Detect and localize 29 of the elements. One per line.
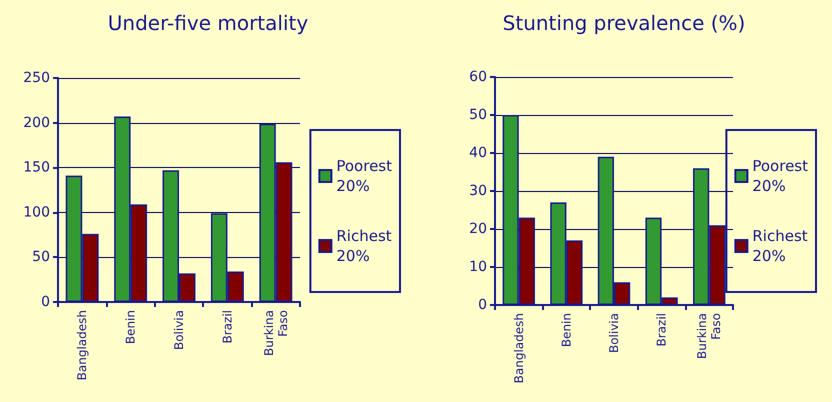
- y-tick-label: 10: [469, 259, 487, 275]
- x-tick-label: Bolivia: [172, 310, 186, 350]
- x-tick-label: Burkina Faso: [262, 310, 290, 356]
- x-tick-label: Burkina Faso: [695, 313, 724, 360]
- y-tick-label: 0: [478, 297, 487, 313]
- chart-title: Stunting prevalence (%): [502, 11, 746, 35]
- y-tick-label: 250: [23, 70, 50, 86]
- x-tick-label: Benin: [124, 310, 138, 344]
- y-tick-label: 20: [469, 221, 487, 237]
- x-tick-label: Bolivia: [607, 313, 621, 354]
- y-tick-label: 50: [32, 249, 50, 266]
- x-tick-label: Brazil: [220, 310, 234, 344]
- y-tick-label: 40: [469, 145, 487, 161]
- x-tick-label: Bangladesh: [75, 310, 90, 380]
- legend-label: Poorest 20%: [752, 157, 808, 195]
- y-tick-label: 60: [469, 69, 487, 85]
- x-tick-label: Benin: [559, 313, 574, 348]
- x-tick-label: Bangladesh: [512, 313, 526, 384]
- legend-label: Richest 20%: [752, 227, 808, 265]
- y-tick-label: 200: [23, 114, 50, 131]
- y-tick-label: 0: [41, 294, 50, 310]
- chart-title: Under-five mortality: [108, 11, 308, 35]
- legend-label: Poorest 20%: [336, 157, 392, 195]
- x-tick-label: Brazil: [654, 313, 669, 346]
- legend-label: Richest 20%: [336, 227, 392, 265]
- y-tick-label: 100: [23, 204, 50, 220]
- y-tick-label: 30: [469, 183, 487, 199]
- y-tick-label: 150: [23, 160, 50, 176]
- y-tick-label: 50: [469, 107, 487, 123]
